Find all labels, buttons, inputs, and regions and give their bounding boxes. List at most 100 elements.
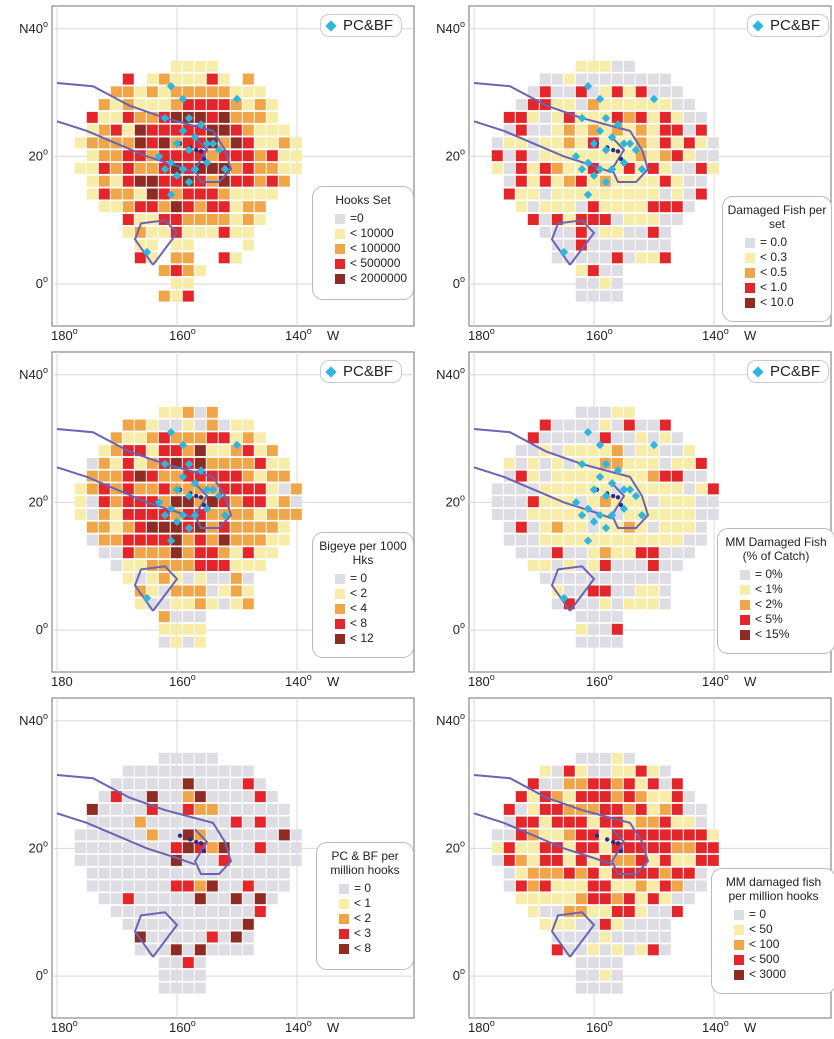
legend-row: < 8 (339, 941, 413, 956)
heatmap-cell (170, 585, 182, 597)
heatmap-cell (242, 931, 254, 943)
eez-boundary-johnston (133, 565, 179, 612)
heatmap-cell (575, 880, 587, 892)
heatmap-cell (647, 99, 659, 111)
legend-swatch (745, 252, 755, 263)
heatmap-cell (182, 611, 194, 623)
heatmap-cell (218, 778, 230, 790)
heatmap-cell (86, 150, 98, 162)
heatmap-cell (599, 470, 611, 482)
heatmap-cell (230, 918, 242, 930)
heatmap-cell (623, 918, 635, 930)
heatmap-cell (242, 124, 254, 136)
heatmap-cell (539, 188, 551, 200)
heatmap-cell (194, 560, 206, 571)
legend-rows: =0 < 10000 < 100000 < 500000 < 2000000 (313, 211, 413, 286)
heatmap-cell (182, 201, 194, 213)
heatmap-cell (122, 150, 134, 162)
heatmap-cell (242, 457, 254, 469)
heatmap-cell (278, 803, 290, 815)
heatmap-cell (659, 816, 671, 828)
heatmap-cell (194, 842, 206, 854)
heatmap-cell (611, 623, 623, 635)
heatmap-cell (134, 867, 146, 879)
heatmap-cell (575, 150, 587, 162)
heatmap-cell (671, 842, 683, 854)
heatmap-cell (158, 470, 170, 482)
heatmap-cell (551, 508, 563, 520)
heatmap-cell (170, 752, 182, 764)
heatmap-cell (170, 778, 182, 790)
x-tick-label: 180 (51, 674, 73, 689)
legend-row: < 8 (335, 616, 413, 631)
heatmap-cell (254, 124, 266, 136)
heatmap-cell (278, 175, 290, 187)
heatmap-cell (671, 124, 683, 136)
legend-swatch (745, 297, 755, 308)
heatmap-cell (623, 162, 635, 174)
heatmap-cell (206, 534, 218, 546)
heatmap-cell (635, 765, 647, 777)
heatmap-cell (218, 534, 230, 546)
heatmap-cell (134, 560, 146, 571)
heatmap-cell (158, 137, 170, 149)
heatmap-cell (122, 162, 134, 174)
heatmap-cell (539, 521, 551, 533)
heatmap-cell (218, 931, 230, 943)
eez-boundary-south (56, 466, 196, 520)
heatmap-cell (170, 111, 182, 123)
heatmap-cell (218, 585, 230, 597)
heatmap-cell (218, 829, 230, 841)
heatmap-cell (635, 419, 647, 431)
heatmap-cell (98, 188, 110, 200)
heatmap-cell (695, 111, 707, 123)
heatmap-cell (182, 572, 194, 584)
heatmap-cell (695, 470, 707, 482)
heatmap-cell (182, 406, 194, 418)
heatmap-cell (158, 265, 170, 277)
heatmap-cell (599, 778, 611, 790)
heatmap-cell (599, 957, 611, 969)
heatmap-cells (491, 406, 719, 648)
heatmap-cell (527, 86, 539, 98)
legend-box: Damaged Fish per set = 0.0 < 0.3 < 0.5 < 1.0… (722, 196, 832, 322)
heatmap-cell (659, 432, 671, 444)
legend-label: < 12 (350, 631, 374, 645)
heatmap-cell (635, 496, 647, 508)
heatmap-cell (230, 560, 242, 571)
heatmap-cell (170, 816, 182, 828)
heatmap-cell (551, 483, 563, 495)
heatmap-cell (635, 598, 647, 610)
heatmap-cell (683, 816, 695, 828)
heatmap-cell (98, 508, 110, 520)
heatmap-cell (170, 406, 182, 418)
heatmap-cell (695, 816, 707, 828)
heatmap-cell (623, 419, 635, 431)
heatmap-cell (563, 470, 575, 482)
heatmap-cell (230, 803, 242, 815)
heatmap-cell (194, 419, 206, 431)
heatmap-cell (611, 893, 623, 905)
heatmap-cell (86, 508, 98, 520)
heatmap-cell (623, 829, 635, 841)
heatmap-cell (599, 188, 611, 200)
legend-swatch (335, 603, 345, 614)
heatmap-cell (659, 560, 671, 571)
heatmap-cell (611, 470, 623, 482)
y-tick-label: 20o (29, 146, 48, 163)
heatmap-cell (563, 521, 575, 533)
heatmap-cell (611, 277, 623, 289)
heatmap-cell (134, 534, 146, 546)
legend-swatch (335, 213, 345, 224)
heatmap-cell (647, 521, 659, 533)
heatmap-cell (575, 124, 587, 136)
heatmap-cell (122, 534, 134, 546)
heatmap-cell (563, 560, 575, 571)
heatmap-cell (242, 521, 254, 533)
heatmap-cell (587, 969, 599, 981)
legend-swatch (734, 969, 744, 980)
heatmap-cell (110, 842, 122, 854)
heatmap-cell (242, 547, 254, 559)
heatmap-cell (635, 226, 647, 238)
heatmap-cell (587, 175, 599, 187)
